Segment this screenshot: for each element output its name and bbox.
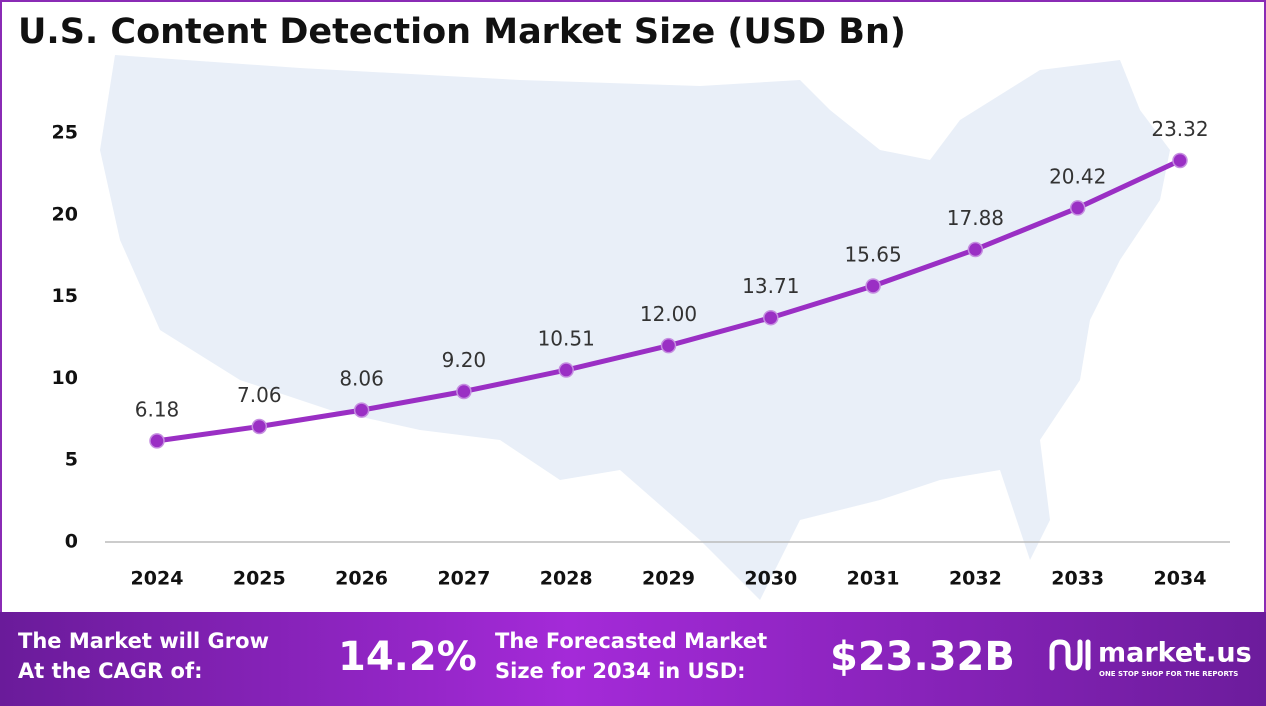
data-label: 17.88 (947, 206, 1004, 230)
point (1172, 152, 1188, 169)
y-tick-label: 20 (52, 203, 78, 225)
x-tick-label: 2030 (744, 568, 797, 590)
x-tick-label: 2027 (437, 568, 490, 590)
point (763, 309, 779, 326)
point (865, 278, 881, 294)
footer: The Market will Grow At the CAGR of: 14.… (18, 629, 1252, 683)
x-tick-label: 2026 (335, 568, 388, 590)
data-label: 20.42 (1049, 164, 1106, 188)
data-label: 9.20 (442, 348, 487, 372)
point (353, 402, 370, 418)
point (456, 383, 472, 400)
data-label: 7.06 (237, 383, 282, 407)
point (967, 241, 984, 258)
data-label: 8.06 (339, 367, 384, 391)
footer-band (0, 612, 1266, 706)
y-tick-label: 0 (65, 531, 78, 553)
point (660, 337, 677, 354)
y-tick-label: 25 (52, 122, 78, 144)
chart-title: U.S. Content Detection Market Size (USD … (18, 12, 906, 52)
cagr-value: 14.2% (338, 634, 477, 680)
data-label: 15.65 (844, 242, 901, 266)
data-label: 13.71 (742, 274, 799, 298)
cagr-label: The Market will Grow (18, 629, 269, 653)
data-label: 6.18 (135, 397, 180, 421)
point (251, 418, 268, 435)
x-tick-label: 2033 (1051, 568, 1104, 590)
x-tick-label: 2024 (131, 568, 184, 590)
x-tick-label: 2028 (540, 568, 593, 590)
forecast-value: $23.32B (830, 634, 1015, 680)
data-label: 23.32 (1151, 117, 1208, 141)
forecast-label: The Forecasted Market (495, 629, 767, 653)
point (558, 362, 574, 378)
x-tick-label: 2032 (949, 568, 1002, 590)
x-tick-label: 2034 (1154, 568, 1207, 590)
point (149, 433, 165, 449)
data-label: 10.51 (538, 327, 595, 351)
x-tick-label: 2031 (847, 568, 900, 590)
y-tick-label: 5 (65, 449, 78, 471)
map-background (100, 55, 1170, 600)
data-label: 12.00 (640, 302, 697, 326)
point (1069, 200, 1086, 216)
brand-logo (1049, 639, 1091, 671)
cagr-label: At the CAGR of: (18, 659, 203, 683)
brand: market.us (1098, 638, 1252, 669)
tagline: ONE STOP SHOP FOR THE REPORTS (1099, 670, 1238, 678)
forecast-label: Size for 2034 in USD: (495, 659, 746, 683)
y-tick-label: 15 (52, 285, 78, 307)
x-tick-label: 2025 (233, 568, 286, 590)
x-tick-label: 2029 (642, 568, 695, 590)
y-tick-label: 10 (52, 367, 78, 389)
